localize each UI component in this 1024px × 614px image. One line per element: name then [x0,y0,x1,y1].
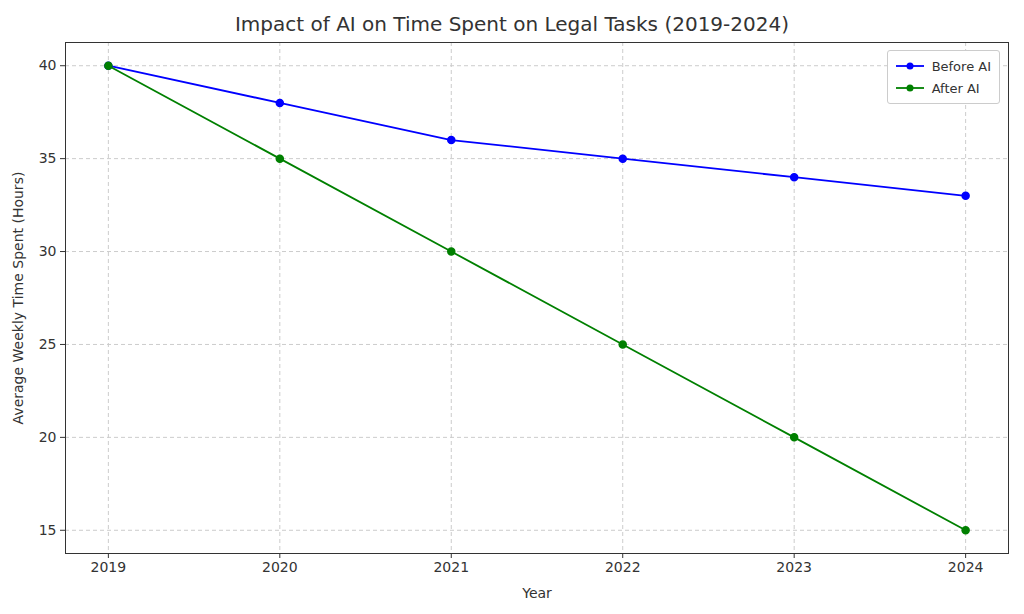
svg-text:25: 25 [39,336,57,352]
svg-text:40: 40 [39,57,57,73]
svg-text:2019: 2019 [91,559,127,575]
svg-text:15: 15 [39,522,57,538]
svg-text:2020: 2020 [262,559,298,575]
svg-text:35: 35 [39,150,57,166]
html-text:After AI: After AI [931,80,980,96]
html-text:Before AI: Before AI [931,58,991,74]
svg-text:Year: Year [521,585,552,601]
html-text:Impact of AI on Time Spent on: Impact of AI on Time Spent on Legal Task… [235,12,789,36]
svg-text:2024: 2024 [948,559,984,575]
svg-text:2021: 2021 [433,559,469,575]
svg-text:20: 20 [39,429,57,445]
svg-text:Average Weekly Time Spent (Hou: Average Weekly Time Spent (Hours) [10,172,26,425]
svg-text:2022: 2022 [605,559,641,575]
svg-text:30: 30 [39,243,57,259]
svg-text:2023: 2023 [776,559,812,575]
